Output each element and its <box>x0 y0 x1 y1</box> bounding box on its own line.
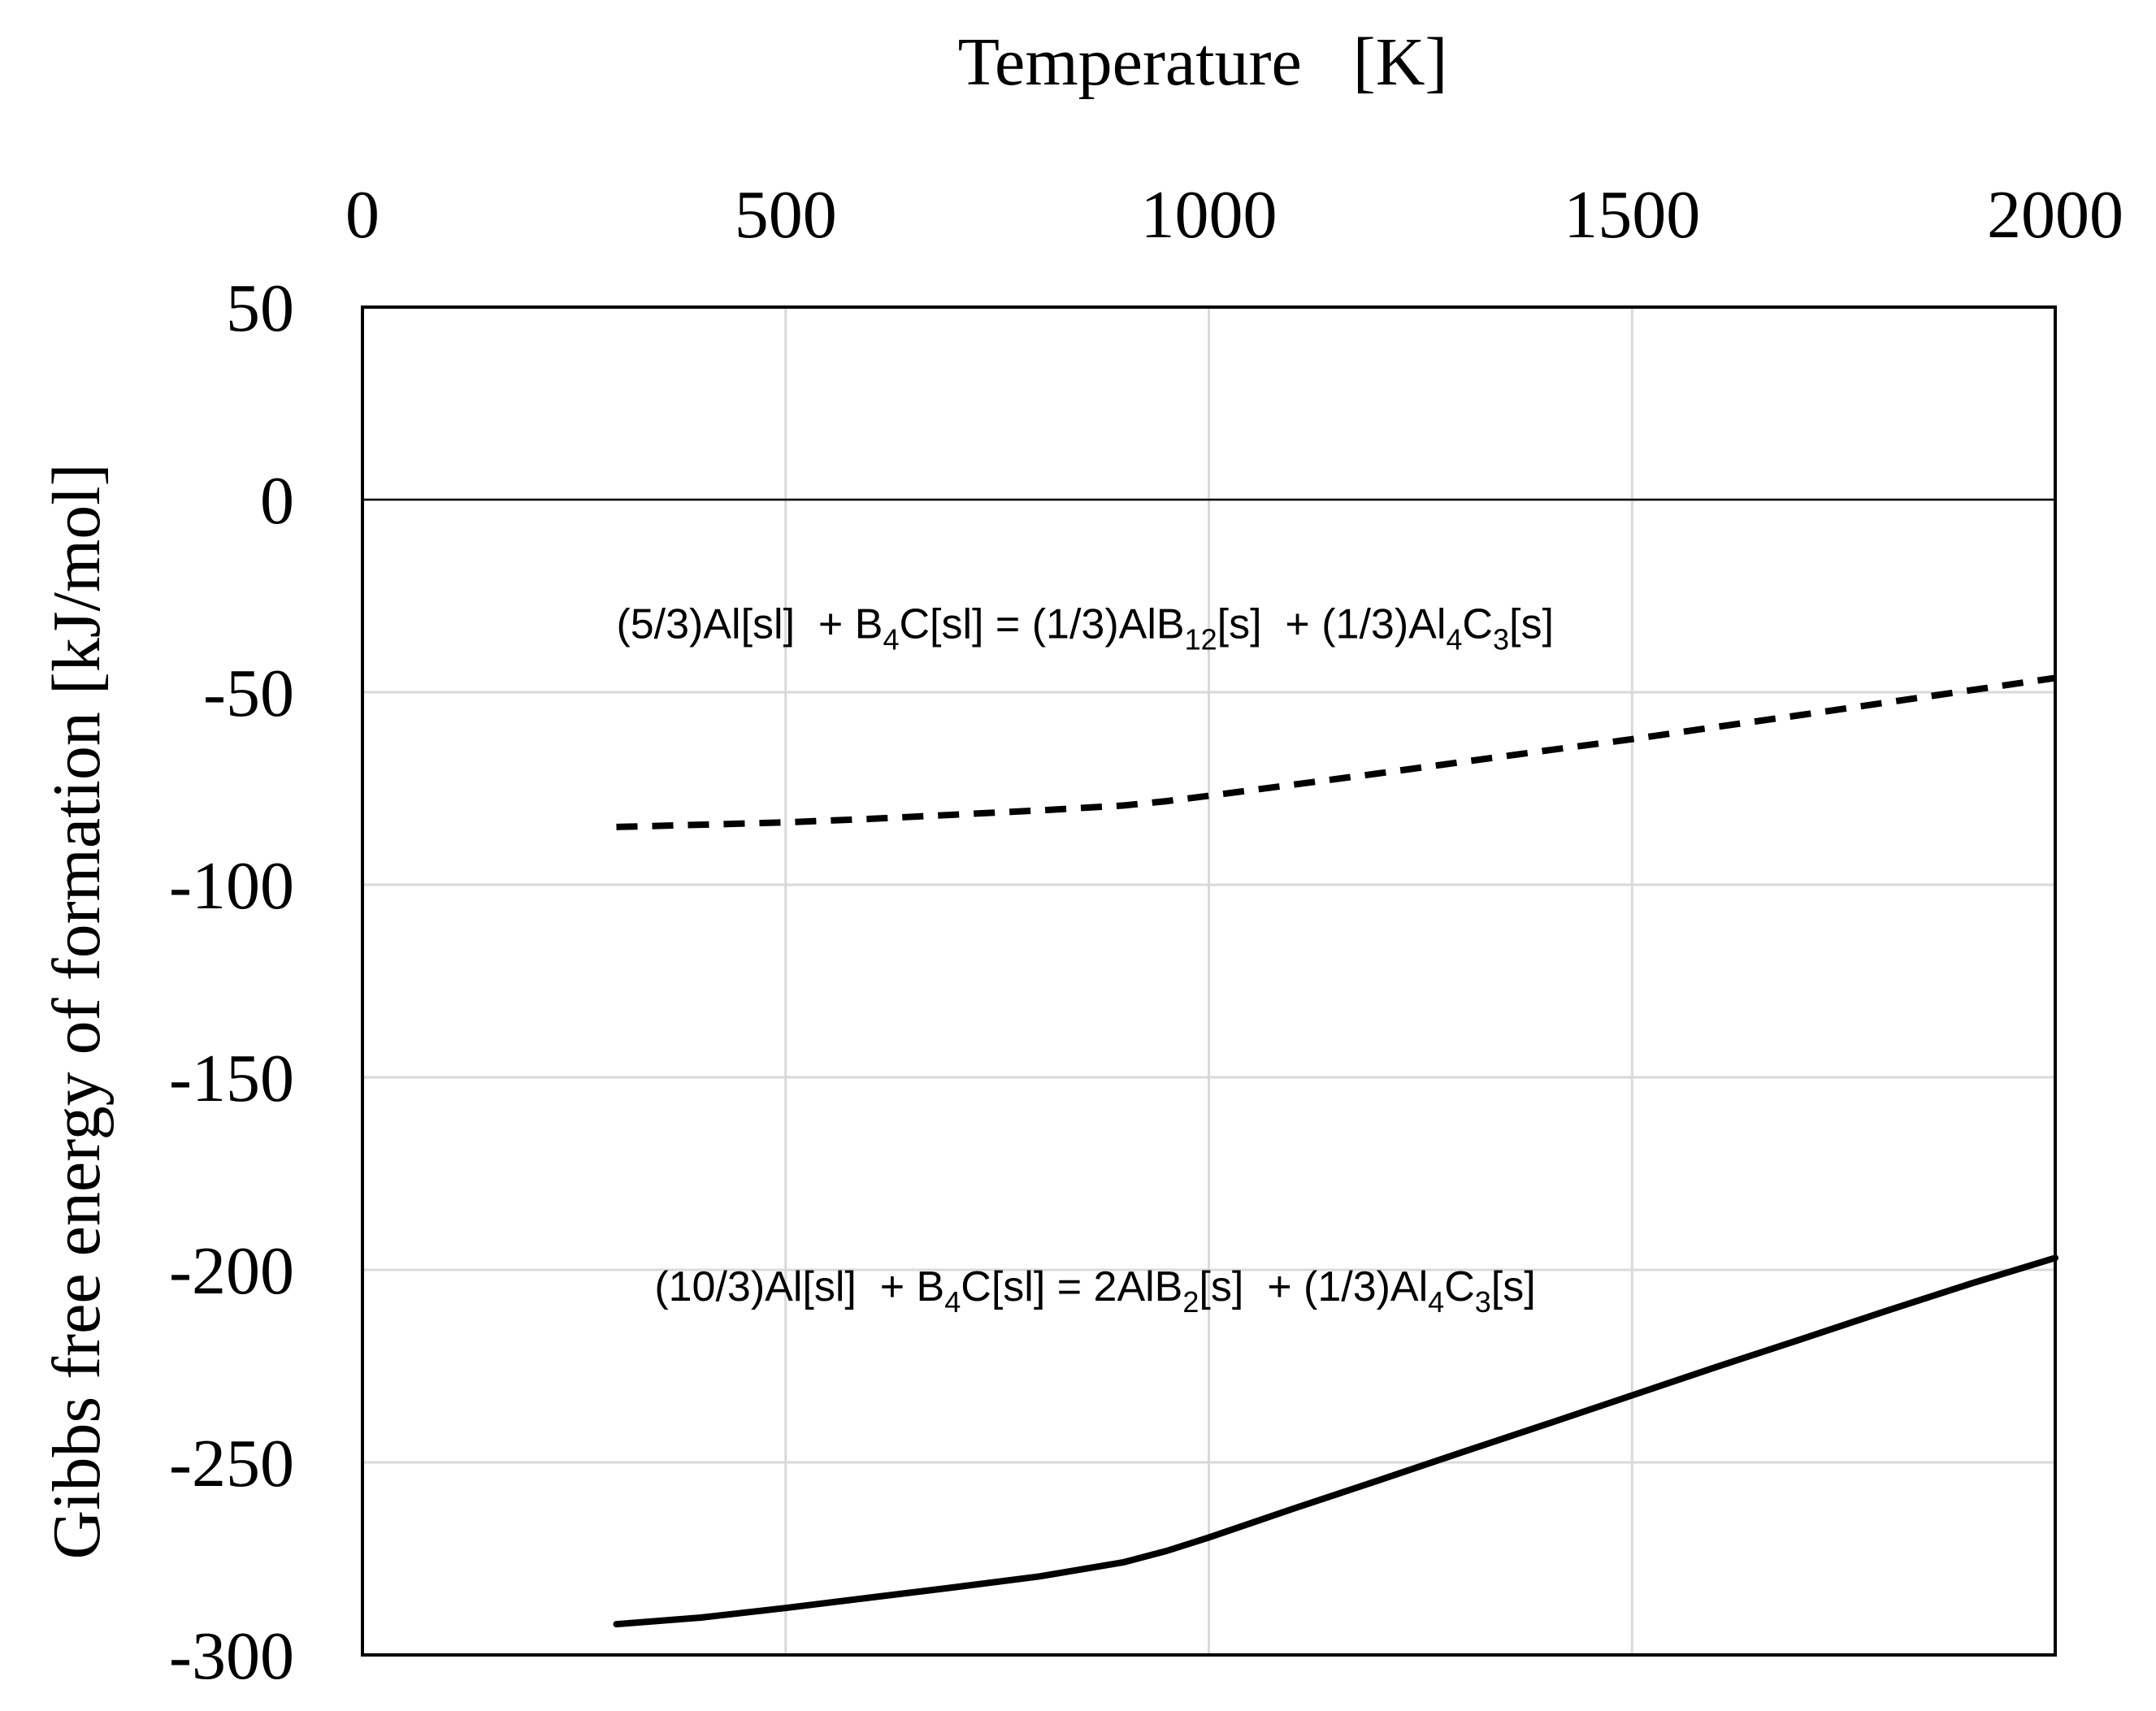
series-line-dashed <box>616 674 2056 830</box>
series-line-solid <box>613 1254 2058 1628</box>
y-tick-label: 0 <box>260 463 294 539</box>
x-tick-label: 1500 <box>1564 177 1700 253</box>
annotations: (5/3)Al[sl] + B4C[sl] = (1/3)AlB12[s] + … <box>616 601 1553 1319</box>
x-tick-labels: 0 500 1000 1500 2000 <box>345 177 2123 253</box>
x-tick-label: 0 <box>345 177 380 253</box>
y-tick-label: -50 <box>203 656 294 731</box>
y-tick-labels: 50 0 -50 -100 -150 -200 -250 -300 <box>169 271 294 1694</box>
y-axis-title: Gibbs free energy of formation [kJ/mol] <box>39 463 115 1559</box>
reaction-label-1: (5/3)Al[sl] + B4C[sl] = (1/3)AlB12[s] + … <box>616 601 1553 656</box>
reaction-label-2: (10/3)Al[sl] + B4C[sl] = 2AlB2[s] + (1/3… <box>654 1263 1535 1319</box>
plot-frame <box>361 305 2057 1657</box>
y-tick-label: -250 <box>169 1426 294 1501</box>
x-tick-label: 500 <box>735 177 837 253</box>
y-tick-label: -300 <box>169 1618 294 1694</box>
y-tick-label: -200 <box>169 1233 294 1309</box>
y-tick-label: 50 <box>226 271 294 346</box>
x-tick-label: 1000 <box>1141 177 1278 253</box>
x-tick-label: 2000 <box>1987 177 2123 253</box>
series-group <box>613 674 2058 1628</box>
y-tick-label: -150 <box>169 1041 294 1116</box>
x-axis-title: Temperature [K] <box>958 24 1448 100</box>
y-tick-label: -100 <box>169 848 294 924</box>
